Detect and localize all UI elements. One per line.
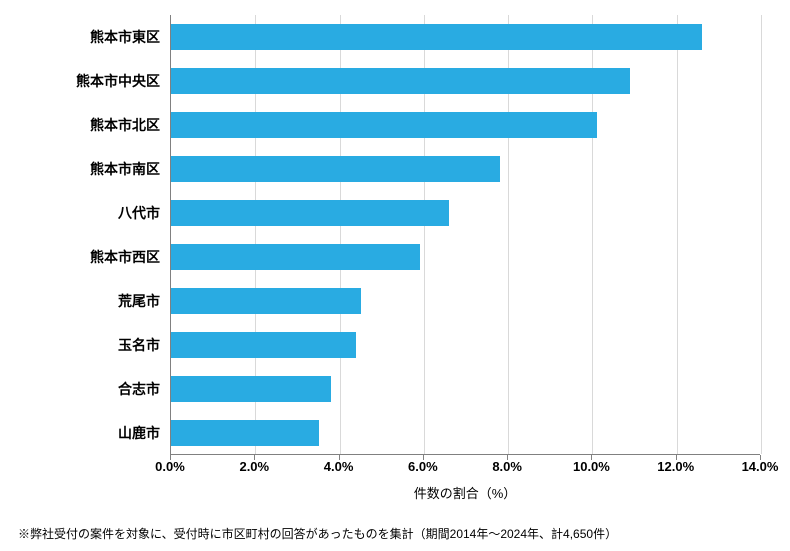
bar	[171, 288, 361, 314]
x-tick-label: 10.0%	[573, 459, 610, 474]
bar	[171, 244, 420, 270]
x-axis-label: 件数の割合（%）	[170, 483, 760, 502]
bar	[171, 332, 356, 358]
bar	[171, 156, 500, 182]
y-category-label: 熊本市中央区	[10, 68, 160, 94]
y-category-label: 熊本市北区	[10, 112, 160, 138]
y-category-label: 熊本市東区	[10, 24, 160, 50]
chart-container: 件数の割合（%） 0.0%2.0%4.0%6.0%8.0%10.0%12.0%1…	[40, 15, 760, 495]
y-category-label: 合志市	[10, 376, 160, 402]
gridline	[677, 15, 678, 454]
footnote: ※弊社受付の案件を対象に、受付時に市区町村の回答があったものを集計（期間2014…	[18, 525, 617, 542]
x-tick-label: 4.0%	[324, 459, 354, 474]
y-category-label: 八代市	[10, 200, 160, 226]
bar	[171, 376, 331, 402]
bar	[171, 200, 449, 226]
x-tick-label: 8.0%	[492, 459, 522, 474]
x-tick-label: 6.0%	[408, 459, 438, 474]
gridline	[761, 15, 762, 454]
y-category-label: 荒尾市	[10, 288, 160, 314]
bar	[171, 420, 319, 446]
y-category-label: 山鹿市	[10, 420, 160, 446]
bar	[171, 68, 630, 94]
y-category-label: 熊本市南区	[10, 156, 160, 182]
plot-area	[170, 15, 760, 455]
x-tick-label: 0.0%	[155, 459, 185, 474]
bar	[171, 112, 597, 138]
bar	[171, 24, 702, 50]
y-category-label: 玉名市	[10, 332, 160, 358]
x-tick-label: 2.0%	[239, 459, 269, 474]
x-tick-label: 12.0%	[657, 459, 694, 474]
x-tick-label: 14.0%	[742, 459, 779, 474]
y-category-label: 熊本市西区	[10, 244, 160, 270]
